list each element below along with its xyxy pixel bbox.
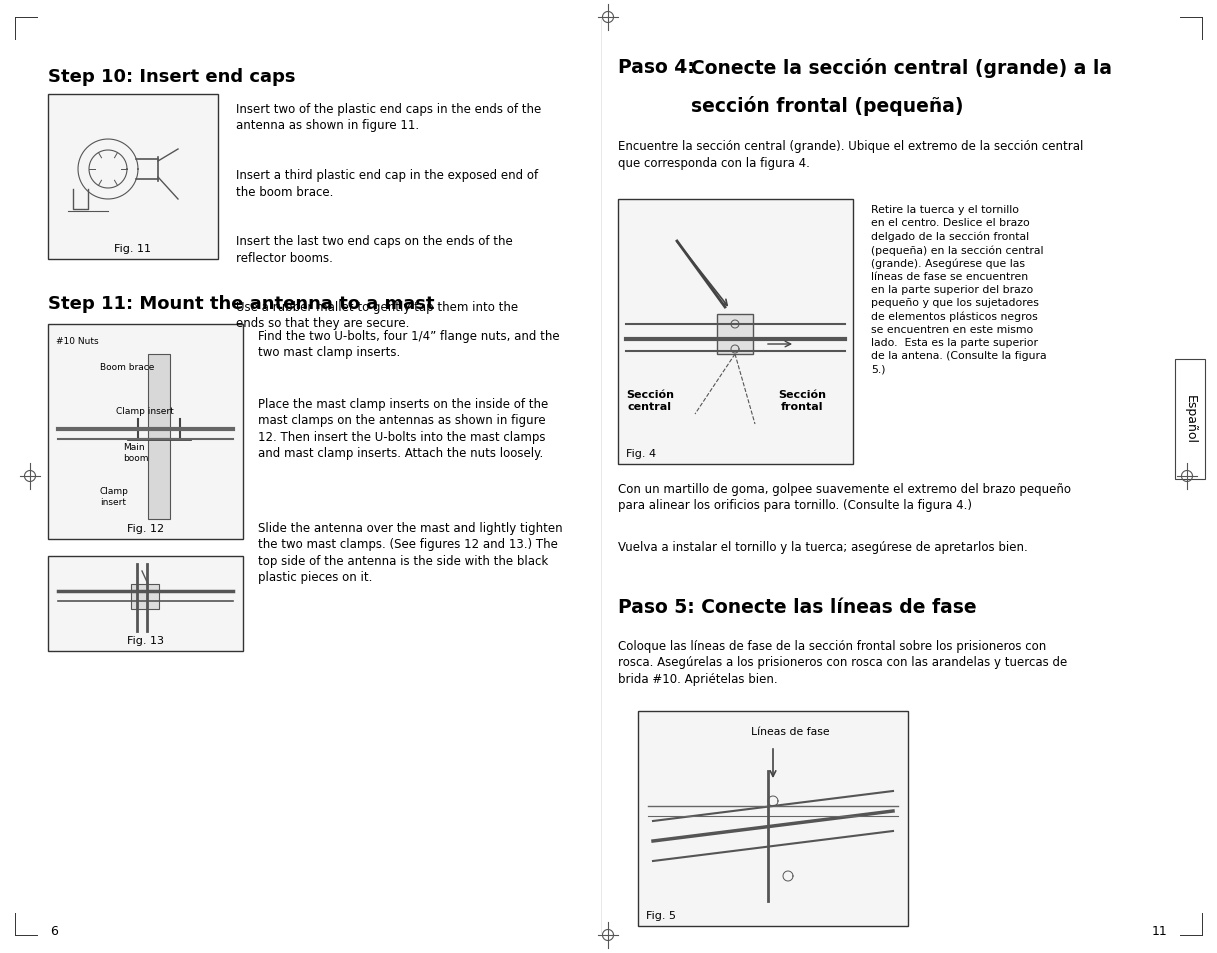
Text: Conecte la sección central (grande) a la: Conecte la sección central (grande) a la	[691, 58, 1112, 78]
Text: Clamp
insert: Clamp insert	[100, 486, 129, 507]
Text: Encuentre la sección central (grande). Ubique el extremo de la sección central
q: Encuentre la sección central (grande). U…	[618, 140, 1083, 170]
Text: Vuelva a instalar el tornillo y la tuerca; asegúrese de apretarlos bien.: Vuelva a instalar el tornillo y la tuerc…	[618, 540, 1027, 554]
Bar	[148, 355, 170, 519]
Text: 6: 6	[50, 924, 58, 937]
Bar	[618, 200, 853, 464]
Bar	[47, 557, 243, 651]
Text: Sección
central: Sección central	[626, 390, 674, 412]
Text: Líneas de fase: Líneas de fase	[751, 726, 830, 737]
Bar	[717, 314, 753, 355]
Text: Insert the last two end caps on the ends of the
reflector booms.: Insert the last two end caps on the ends…	[236, 234, 512, 264]
Text: Paso 4:: Paso 4:	[618, 58, 695, 77]
Text: Retire la tuerca y el tornillo
en el centro. Deslice el brazo
delgado de la secc: Retire la tuerca y el tornillo en el cen…	[871, 205, 1047, 374]
Text: Fig. 4: Fig. 4	[626, 449, 656, 458]
Text: Clamp insert: Clamp insert	[116, 407, 174, 416]
Text: Fig. 12: Fig. 12	[127, 523, 164, 534]
Text: Fig. 5: Fig. 5	[646, 910, 675, 920]
Text: Fig. 13: Fig. 13	[127, 636, 164, 645]
Text: Coloque las líneas de fase de la sección frontal sobre los prisioneros con
rosca: Coloque las líneas de fase de la sección…	[618, 639, 1067, 685]
Bar	[47, 325, 243, 539]
Text: Boom brace: Boom brace	[100, 363, 155, 372]
Text: sección frontal (pequeña): sección frontal (pequeña)	[691, 96, 964, 116]
Text: Slide the antenna over the mast and lightly tighten
the two mast clamps. (See fi: Slide the antenna over the mast and ligh…	[258, 521, 562, 584]
Text: Insert two of the plastic end caps in the ends of the
antenna as shown in figure: Insert two of the plastic end caps in th…	[236, 103, 542, 132]
Text: Con un martillo de goma, golpee suavemente el extremo del brazo pequeño
para ali: Con un martillo de goma, golpee suavemen…	[618, 482, 1071, 512]
Text: Insert a third plastic end cap in the exposed end of
the boom brace.: Insert a third plastic end cap in the ex…	[236, 169, 538, 198]
Text: #10 Nuts: #10 Nuts	[56, 336, 99, 346]
Text: Español: Español	[1183, 395, 1196, 444]
Text: Sección
frontal: Sección frontal	[778, 390, 826, 412]
Text: Step 10: Insert end caps: Step 10: Insert end caps	[47, 68, 296, 86]
Text: Use a rubber mallet to gently tap them into the
ends so that they are secure.: Use a rubber mallet to gently tap them i…	[236, 301, 518, 330]
Text: Paso 5: Conecte las líneas de fase: Paso 5: Conecte las líneas de fase	[618, 598, 976, 617]
Text: Place the mast clamp inserts on the inside of the
mast clamps on the antennas as: Place the mast clamp inserts on the insi…	[258, 397, 548, 460]
Bar	[47, 95, 218, 260]
Text: Find the two U-bolts, four 1/4” flange nuts, and the
two mast clamp inserts.: Find the two U-bolts, four 1/4” flange n…	[258, 330, 560, 359]
Text: 11: 11	[1151, 924, 1167, 937]
Text: Step 11: Mount the antenna to a mast: Step 11: Mount the antenna to a mast	[47, 294, 434, 313]
Bar	[638, 711, 908, 926]
Text: Main
boom: Main boom	[123, 442, 148, 462]
Text: Fig. 11: Fig. 11	[114, 244, 151, 253]
Bar	[1174, 359, 1205, 479]
Bar	[131, 584, 159, 609]
